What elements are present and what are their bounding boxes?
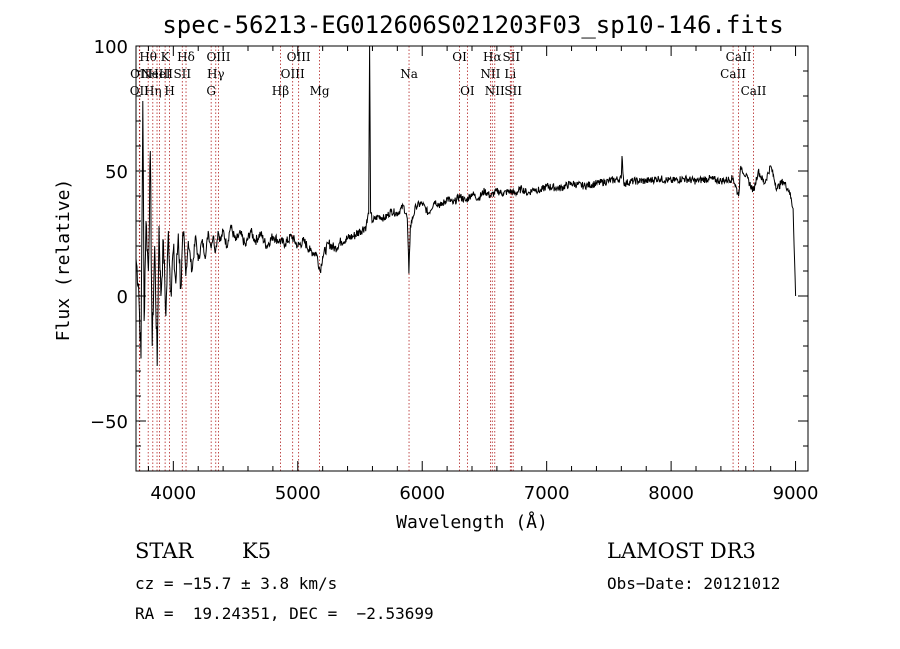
x-tick-label: 7000: [524, 483, 570, 504]
line-label-28: CaII: [741, 84, 767, 98]
object-subclass: K5: [242, 539, 272, 563]
line-label-1: OII: [130, 67, 150, 81]
line-label-7: H: [164, 84, 174, 98]
y-tick-label: 50: [105, 162, 128, 183]
y-tick-label: 0: [117, 287, 128, 308]
line-label-19: OI: [460, 84, 475, 98]
line-label-9: Hδ: [177, 50, 195, 64]
survey-name: LAMOST DR3: [607, 539, 756, 563]
line-label-5: HeI: [148, 67, 171, 81]
line-label-24: SII: [502, 50, 520, 64]
line-label-0: OII: [130, 84, 150, 98]
line-label-21: Hα: [483, 50, 502, 64]
line-label-22: NII: [485, 84, 505, 98]
line-label-23: Li: [504, 67, 516, 81]
object-class: STAR: [135, 539, 194, 563]
line-label-17: Na: [400, 67, 418, 81]
y-axis-label: Flux (relative): [53, 179, 74, 342]
chart-title: spec-56213-EG012606S021203F03_sp10-146.f…: [162, 11, 783, 39]
line-label-14: OIII: [281, 67, 305, 81]
line-label-13: Hβ: [272, 84, 289, 98]
line-label-11: Hγ: [207, 67, 225, 81]
line-label-25: SII: [504, 84, 522, 98]
line-label-20: NII: [480, 67, 500, 81]
y-tick-label: 100: [94, 37, 128, 58]
line-label-26: CaII: [720, 67, 746, 81]
line-label-3: Hη: [144, 84, 162, 98]
obs-date: Obs−Date: 20121012: [607, 574, 781, 593]
line-label-8: SII: [173, 67, 191, 81]
x-axis-label: Wavelength (Å): [396, 511, 548, 533]
line-label-18: OI: [452, 50, 467, 64]
line-label-27: CaII: [726, 50, 752, 64]
x-tick-label: 9000: [773, 483, 819, 504]
line-label-10: G: [206, 84, 216, 98]
axis-ticks: 4000 5000 6000 7000 8000 9000 −50 0 50 100: [90, 37, 818, 504]
x-tick-label: 5000: [275, 483, 321, 504]
line-label-6: K: [161, 50, 171, 64]
line-label-16: Mg: [310, 84, 330, 98]
spectrum-series: [135, 45, 797, 367]
x-tick-label: 4000: [150, 483, 196, 504]
redshift-value: cz = −15.7 ± 3.8 km/s: [135, 574, 338, 593]
line-label-12: OIII: [206, 50, 230, 64]
y-tick-label: −50: [90, 412, 128, 433]
plot-frame: [135, 45, 809, 472]
x-tick-label: 8000: [648, 483, 694, 504]
line-label-2: Hθ: [139, 50, 157, 64]
line-label-15: OIII: [287, 50, 311, 64]
coordinates: RA = 19.24351, DEC = −2.53699: [135, 604, 434, 623]
emission-lines: OIIOIIHθHηNeIIIHeIKHSIIHδGHγOIIIHβOIIIOI…: [130, 46, 767, 471]
spectrum-line: [135, 45, 797, 367]
x-tick-label: 6000: [399, 483, 445, 504]
